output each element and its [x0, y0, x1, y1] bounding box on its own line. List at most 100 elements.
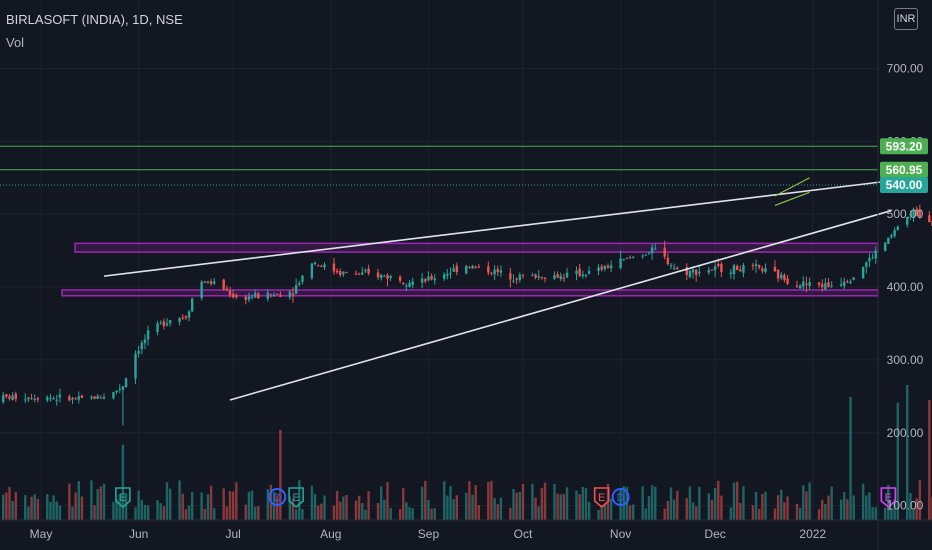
candle-body[interactable]	[405, 285, 408, 287]
candle-body[interactable]	[846, 281, 849, 283]
candle-body[interactable]	[96, 395, 99, 399]
candle-body[interactable]	[641, 255, 644, 257]
candle-body[interactable]	[367, 268, 370, 274]
candle-body[interactable]	[5, 394, 8, 397]
candle-body[interactable]	[830, 285, 833, 287]
candle-body[interactable]	[222, 279, 225, 290]
candle-body[interactable]	[518, 274, 521, 281]
candle-body[interactable]	[11, 395, 14, 401]
candle-body[interactable]	[581, 274, 584, 277]
candle-body[interactable]	[817, 282, 821, 285]
candle-body[interactable]	[865, 262, 868, 267]
candle-body[interactable]	[565, 272, 569, 278]
candle-body[interactable]	[849, 281, 852, 284]
candle-body[interactable]	[143, 339, 147, 344]
candle-body[interactable]	[739, 269, 742, 272]
candle-body[interactable]	[553, 275, 556, 279]
candle-body[interactable]	[537, 275, 540, 278]
candle-body[interactable]	[30, 397, 33, 399]
candle-body[interactable]	[619, 258, 622, 269]
candle-body[interactable]	[625, 257, 629, 259]
candle-body[interactable]	[191, 298, 194, 312]
candle-body[interactable]	[335, 270, 339, 273]
candle-body[interactable]	[332, 263, 336, 272]
candle-body[interactable]	[795, 285, 799, 287]
candle-body[interactable]	[140, 342, 143, 350]
candle-body[interactable]	[584, 275, 588, 277]
candle-body[interactable]	[710, 269, 714, 271]
candle-body[interactable]	[521, 274, 525, 276]
candle-body[interactable]	[449, 273, 452, 275]
candle-body[interactable]	[821, 284, 824, 288]
candle-body[interactable]	[868, 257, 871, 262]
candle-body[interactable]	[474, 266, 477, 268]
candle-body[interactable]	[354, 273, 358, 275]
candle-body[interactable]	[786, 278, 789, 284]
candle-body[interactable]	[276, 293, 279, 295]
candle-body[interactable]	[874, 250, 877, 259]
earnings-marker[interactable]	[288, 487, 304, 509]
candle-body[interactable]	[707, 270, 710, 273]
candle-body[interactable]	[543, 277, 547, 279]
candle-body[interactable]	[313, 262, 317, 265]
candle-body[interactable]	[266, 292, 269, 299]
support-zone[interactable]	[74, 242, 879, 253]
candle-body[interactable]	[244, 296, 247, 300]
candle-body[interactable]	[235, 295, 238, 298]
candle-body[interactable]	[68, 396, 71, 401]
candle-body[interactable]	[156, 323, 159, 332]
candle-body[interactable]	[720, 264, 723, 273]
candle-body[interactable]	[515, 278, 518, 280]
candle-body[interactable]	[695, 269, 698, 275]
candle-body[interactable]	[320, 265, 323, 267]
candle-body[interactable]	[578, 268, 581, 277]
candle-body[interactable]	[134, 353, 137, 379]
candle-body[interactable]	[165, 323, 169, 326]
candle-body[interactable]	[93, 396, 96, 399]
candle-body[interactable]	[654, 248, 657, 250]
channel-line[interactable]	[774, 191, 810, 207]
candle-body[interactable]	[357, 273, 361, 275]
candle-body[interactable]	[398, 277, 402, 281]
candle-body[interactable]	[55, 399, 58, 401]
candle-body[interactable]	[36, 398, 40, 400]
candle-body[interactable]	[493, 269, 496, 275]
candle-body[interactable]	[380, 274, 383, 278]
candle-body[interactable]	[773, 266, 777, 272]
candle-body[interactable]	[71, 397, 74, 400]
candle-body[interactable]	[496, 269, 499, 273]
candle-body[interactable]	[159, 322, 162, 324]
candle-body[interactable]	[742, 265, 745, 273]
candle-body[interactable]	[691, 269, 695, 273]
candle-body[interactable]	[531, 274, 534, 276]
candle-body[interactable]	[597, 267, 600, 271]
candle-body[interactable]	[250, 297, 254, 299]
candle-body[interactable]	[301, 275, 304, 282]
candle-body[interactable]	[49, 397, 52, 399]
candle-body[interactable]	[213, 281, 216, 284]
candle-body[interactable]	[676, 267, 679, 270]
candle-body[interactable]	[871, 257, 874, 259]
candle-body[interactable]	[74, 398, 77, 400]
candle-body[interactable]	[46, 397, 49, 401]
candle-body[interactable]	[427, 276, 430, 281]
candle-body[interactable]	[430, 275, 433, 280]
candle-body[interactable]	[540, 277, 544, 279]
candle-body[interactable]	[24, 399, 27, 401]
candle-body[interactable]	[764, 268, 767, 272]
candle-body[interactable]	[342, 271, 345, 275]
candle-body[interactable]	[77, 396, 80, 400]
candle-body[interactable]	[852, 277, 855, 280]
candle-body[interactable]	[861, 266, 865, 279]
candle-body[interactable]	[272, 294, 276, 296]
candle-body[interactable]	[209, 281, 213, 285]
candle-body[interactable]	[798, 285, 802, 289]
candle-body[interactable]	[52, 398, 55, 400]
candle-body[interactable]	[556, 274, 559, 278]
candle-body[interactable]	[606, 265, 610, 268]
candle-body[interactable]	[80, 395, 84, 398]
candle-body[interactable]	[512, 280, 515, 282]
candle-body[interactable]	[386, 275, 389, 279]
candle-body[interactable]	[562, 277, 566, 279]
candle-body[interactable]	[247, 296, 251, 300]
